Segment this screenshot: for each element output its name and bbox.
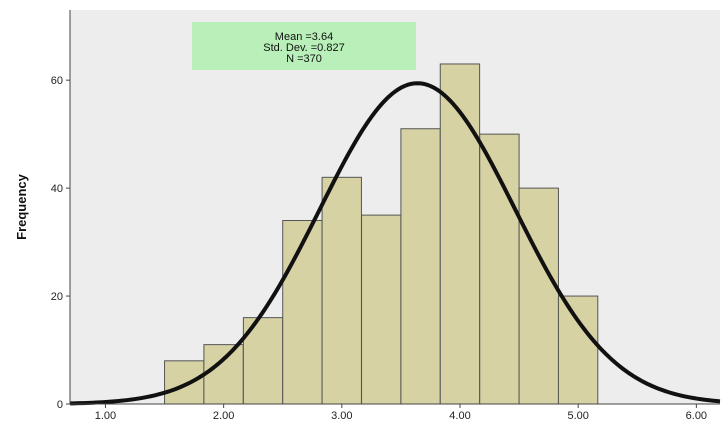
x-tick-label: 5.00	[567, 410, 588, 422]
histogram-bar	[400, 128, 441, 405]
histogram-bar	[321, 176, 362, 405]
histogram-bar	[164, 360, 205, 405]
histogram-bar	[282, 219, 323, 405]
stats-box: Mean =3.64 Std. Dev. =0.827 N =370	[192, 22, 416, 70]
y-axis-label: Frequency	[14, 173, 29, 240]
histogram-bar	[518, 187, 559, 405]
x-tick-label: 4.00	[449, 410, 470, 422]
x-tick-label: 3.00	[331, 410, 352, 422]
stats-std-dev: Std. Dev. =0.827	[263, 42, 344, 54]
x-tick-label: 1.00	[95, 410, 116, 422]
y-tick-label: 0	[57, 399, 63, 411]
y-tick-label: 40	[51, 183, 63, 195]
x-tick-label: 6.00	[686, 410, 707, 422]
histogram-bar	[361, 214, 402, 405]
histogram-bar	[203, 344, 244, 405]
x-tick-label: 2.00	[213, 410, 234, 422]
histogram-bar	[439, 63, 481, 405]
y-tick-label: 60	[51, 75, 63, 87]
normal-curve	[69, 81, 721, 406]
y-tick-label: 20	[51, 291, 63, 303]
stats-n: N =370	[286, 53, 322, 65]
stats-box-background	[192, 22, 416, 70]
histogram-bar	[557, 295, 599, 405]
stats-mean: Mean =3.64	[275, 31, 333, 43]
